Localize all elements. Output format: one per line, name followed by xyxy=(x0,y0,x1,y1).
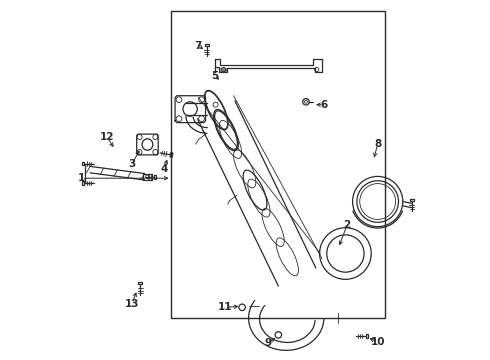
Text: 12: 12 xyxy=(99,132,114,142)
Text: 1: 1 xyxy=(78,173,85,183)
Text: 11: 11 xyxy=(218,302,233,312)
Text: 2: 2 xyxy=(343,220,351,230)
Text: 5: 5 xyxy=(211,71,218,81)
Text: 10: 10 xyxy=(370,337,385,347)
Text: 3: 3 xyxy=(128,159,136,169)
Text: 4: 4 xyxy=(161,164,168,174)
Text: 6: 6 xyxy=(320,100,327,110)
Text: 7: 7 xyxy=(195,41,202,50)
Text: 13: 13 xyxy=(125,299,139,309)
Bar xyxy=(172,12,385,318)
Text: 9: 9 xyxy=(265,338,272,348)
Text: 8: 8 xyxy=(374,139,381,149)
